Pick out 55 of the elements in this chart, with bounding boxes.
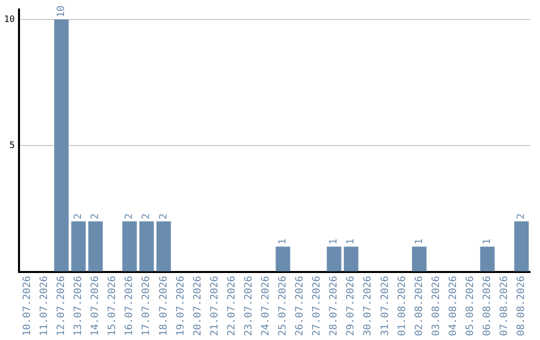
x-tick-label: 25.07.2026 [278,276,289,336]
x-tick-label: 17.07.2026 [141,276,152,336]
data-label: 1 [482,238,493,245]
x-tick-label: 11.07.2026 [38,276,50,336]
y-tick-label: 5 [9,140,15,151]
x-tick-label: 31.07.2026 [380,276,391,336]
bar [276,246,290,272]
bar [480,246,495,272]
bar [412,246,426,272]
data-label: 2 [124,213,136,220]
x-tick-label: 06.08.2026 [482,276,493,336]
x-tick-label: 26.07.2026 [294,276,306,336]
x-tick-label: 29.07.2026 [346,276,357,336]
bar [88,221,103,272]
x-tick-label: 13.07.2026 [73,276,84,336]
bar [122,221,137,272]
x-tick-label: 21.07.2026 [209,276,220,336]
x-tick-label: 04.08.2026 [448,276,459,336]
data-label: 1 [328,238,340,245]
x-tick-label: 30.07.2026 [362,276,374,336]
data-label: 2 [158,213,170,220]
x-tick-label: 24.07.2026 [260,276,272,336]
bar [71,221,86,272]
x-tick-label: 05.08.2026 [464,276,476,336]
x-tick-label: 22.07.2026 [226,276,238,336]
bar [139,221,154,272]
x-tick-label: 18.07.2026 [158,276,170,336]
x-tick-label: 16.07.2026 [124,276,136,336]
x-tick-label: 20.07.2026 [192,276,204,336]
x-tick-label: 12.07.2026 [56,276,68,336]
x-tick-label: 10.07.2026 [22,276,33,336]
x-tick-label: 28.07.2026 [328,276,340,336]
x-tick-label: 27.07.2026 [312,276,323,336]
bar [514,221,529,272]
data-label: 2 [141,213,152,220]
data-label: 1 [346,238,357,245]
x-tick-label: 01.08.2026 [396,276,408,336]
x-tick-label: 07.08.2026 [499,276,510,336]
x-tick-label: 23.07.2026 [243,276,254,336]
x-tick-label: 19.07.2026 [175,276,186,336]
data-label: 2 [516,213,528,220]
data-label: 1 [414,238,425,245]
bar [344,246,358,272]
data-label: 1 [278,238,289,245]
bar [54,19,69,272]
data-label: 2 [90,213,102,220]
data-label: 2 [73,213,84,220]
bar [326,246,342,272]
x-tick-label: 08.08.2026 [516,276,528,336]
x-tick-label: 14.07.2026 [90,276,102,336]
bar [156,221,171,272]
data-label: 10 [56,5,68,18]
x-tick-label: 15.07.2026 [107,276,118,336]
x-tick-label: 02.08.2026 [414,276,425,336]
x-tick-label: 03.08.2026 [430,276,442,336]
